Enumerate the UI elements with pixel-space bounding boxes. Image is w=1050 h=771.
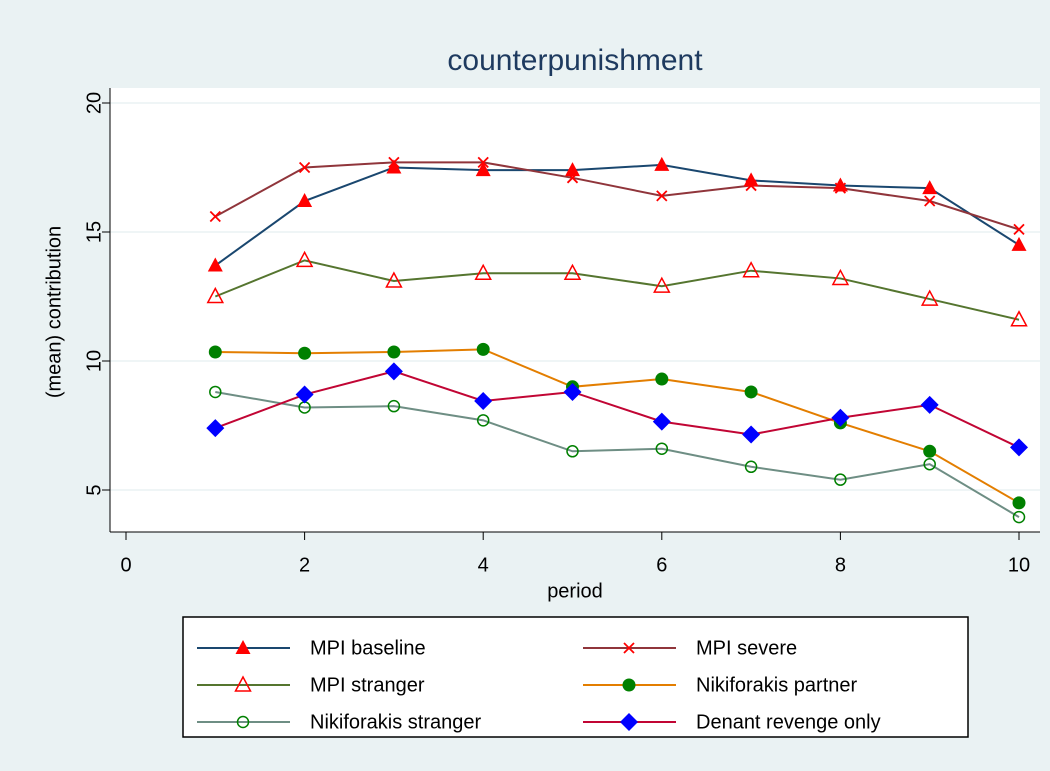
- y-tick-label: 10: [83, 350, 105, 372]
- marker: [652, 412, 671, 431]
- marker: [920, 289, 939, 306]
- marker: [923, 457, 936, 471]
- series-line: [215, 348, 1020, 504]
- series-line: [214, 370, 1020, 449]
- marker: [384, 362, 403, 381]
- marker: [920, 395, 939, 414]
- marker: [207, 257, 223, 272]
- legend-label: Denant revenge only: [696, 711, 881, 733]
- marker: [387, 399, 401, 413]
- marker: [654, 156, 670, 171]
- legend: [182, 616, 969, 738]
- marker: [832, 177, 848, 192]
- x-tick-label: 10: [1008, 554, 1030, 576]
- marker: [297, 193, 313, 208]
- marker: [206, 419, 225, 438]
- marker: [831, 268, 850, 286]
- marker: [563, 382, 582, 401]
- series-line: [215, 390, 1020, 518]
- x-tick-label: 4: [478, 554, 489, 576]
- marker: [744, 385, 758, 399]
- marker: [834, 182, 847, 194]
- marker: [1010, 438, 1028, 457]
- marker: [387, 345, 401, 359]
- legend-marker: [622, 678, 636, 692]
- legend-label: MPI stranger: [310, 674, 425, 696]
- marker: [298, 161, 311, 174]
- marker: [206, 286, 225, 304]
- legend-label: Nikiforakis partner: [696, 674, 858, 696]
- legend-marker: [623, 642, 635, 654]
- marker: [742, 425, 761, 444]
- marker: [208, 345, 222, 359]
- marker: [742, 261, 760, 278]
- chart-title: counterpunishment: [447, 44, 703, 77]
- marker: [744, 460, 758, 474]
- marker: [295, 385, 314, 404]
- marker: [656, 190, 668, 202]
- marker: [388, 156, 400, 168]
- legend-label: MPI baseline: [310, 637, 426, 659]
- marker: [922, 180, 938, 195]
- legend-marker: [236, 715, 250, 729]
- marker: [1013, 223, 1025, 236]
- y-tick-label: 15: [83, 221, 105, 243]
- y-tick-label: 20: [83, 92, 105, 114]
- marker: [209, 210, 221, 223]
- marker: [566, 445, 579, 458]
- marker: [474, 263, 492, 281]
- marker: [924, 195, 936, 207]
- x-tick-label: 0: [120, 554, 131, 576]
- marker: [385, 271, 403, 288]
- marker: [476, 414, 490, 427]
- legend-label: MPI severe: [696, 637, 797, 659]
- x-tick-label: 6: [656, 554, 667, 576]
- plot-area: [110, 88, 1040, 532]
- marker: [655, 442, 669, 455]
- marker: [655, 372, 669, 386]
- marker: [563, 263, 582, 281]
- marker: [834, 473, 847, 486]
- legend-label: Nikiforakis stranger: [310, 711, 482, 733]
- legend-marker: [235, 640, 251, 654]
- series-line: [214, 163, 1020, 267]
- marker: [1012, 510, 1026, 524]
- x-tick-label: 8: [835, 554, 846, 576]
- marker: [1012, 496, 1026, 510]
- marker: [209, 385, 222, 399]
- marker: [565, 162, 580, 177]
- marker: [1011, 236, 1027, 251]
- series-line: [214, 259, 1020, 321]
- marker: [476, 342, 490, 356]
- marker: [474, 391, 493, 410]
- marker: [653, 276, 671, 293]
- x-axis-label: period: [547, 580, 603, 602]
- marker: [298, 346, 312, 360]
- marker: [475, 162, 491, 177]
- x-tick-label: 2: [299, 554, 310, 576]
- marker: [386, 159, 402, 174]
- marker: [1010, 310, 1028, 327]
- marker: [831, 408, 850, 427]
- marker: [566, 172, 579, 184]
- legend-marker: [234, 675, 252, 692]
- marker: [295, 250, 314, 268]
- marker: [745, 179, 757, 192]
- y-tick-label: 5: [83, 484, 105, 495]
- legend-marker: [620, 713, 638, 731]
- marker: [477, 156, 489, 168]
- series-line: [214, 161, 1020, 231]
- marker: [923, 444, 937, 458]
- y-axis-label: (mean) contribution: [43, 226, 65, 398]
